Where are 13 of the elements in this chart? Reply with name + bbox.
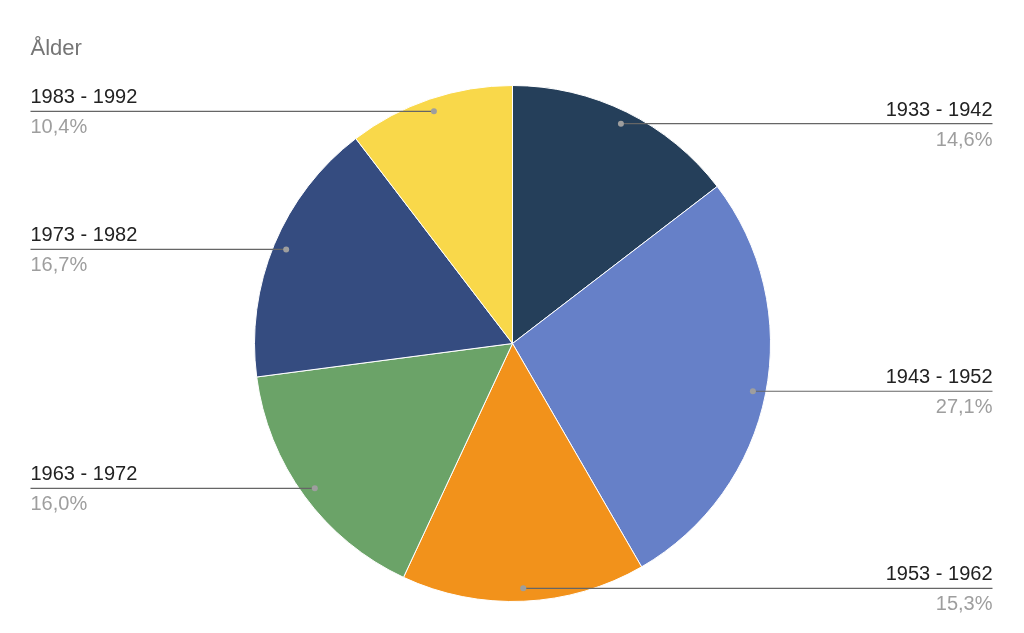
data-label: 16,7% <box>30 253 88 276</box>
chart-title: Ålder <box>30 35 82 60</box>
slice-label: 1973 - 1982 <box>30 223 138 246</box>
data-label: 15,3% <box>935 592 993 615</box>
slice-label: 1943 - 1952 <box>885 365 993 388</box>
slice-label: 1963 - 1972 <box>30 462 138 485</box>
slice-label: 1953 - 1962 <box>885 562 993 585</box>
data-label: 16,0% <box>30 492 88 515</box>
data-label: 10,4% <box>30 115 88 138</box>
data-label: 27,1% <box>935 395 993 418</box>
slice-label: 1983 - 1992 <box>30 85 138 108</box>
data-label: 14,6% <box>935 127 993 150</box>
slice-label: 1933 - 1942 <box>885 97 993 120</box>
